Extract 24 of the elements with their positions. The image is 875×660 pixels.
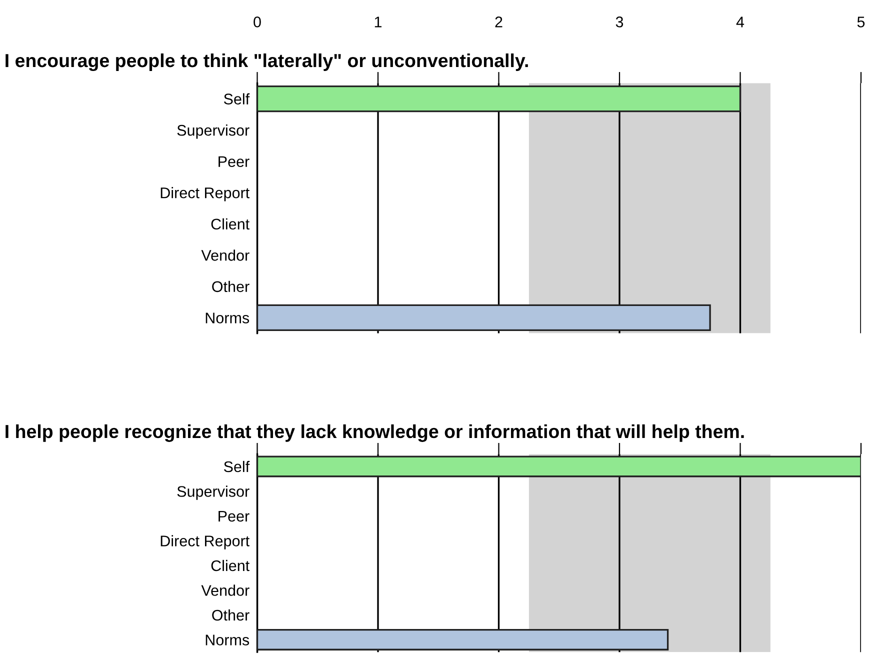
- y-tick-label: Supervisor: [177, 486, 250, 500]
- x-tick-label: 3: [616, 16, 624, 28]
- y-tick-label: Norms: [206, 634, 250, 646]
- y-tick-label: Direct Report: [160, 535, 250, 550]
- y-tick-label: Vendor: [201, 250, 250, 261]
- x-tick-label: 5: [857, 16, 865, 28]
- chart-title: I help people recognize that they lack knowledge or information that will help them.: [6, 424, 744, 442]
- y-tick-label: Other: [212, 609, 250, 621]
- y-tick-label: Client: [211, 218, 250, 230]
- x-tick-label: 4: [736, 16, 744, 28]
- chart-title: I encourage people to think "laterally" or unconventionally.: [6, 53, 528, 72]
- y-tick-label: Self: [224, 93, 250, 104]
- y-tick-label: Client: [211, 560, 250, 572]
- y-tick-label: Vendor: [201, 584, 250, 596]
- x-tick-label: 2: [495, 16, 502, 28]
- y-tick-label: Norms: [206, 312, 250, 324]
- y-tick-label: Supervisor: [177, 124, 250, 139]
- y-tick-label: Other: [212, 280, 250, 292]
- y-tick-label: Peer: [218, 156, 250, 168]
- y-tick-label: Peer: [218, 510, 250, 522]
- x-tick-label: 1: [374, 16, 382, 28]
- x-tick-label: 0: [254, 16, 261, 28]
- y-tick-label: Direct Report: [160, 187, 250, 202]
- y-tick-label: Self: [224, 460, 250, 472]
